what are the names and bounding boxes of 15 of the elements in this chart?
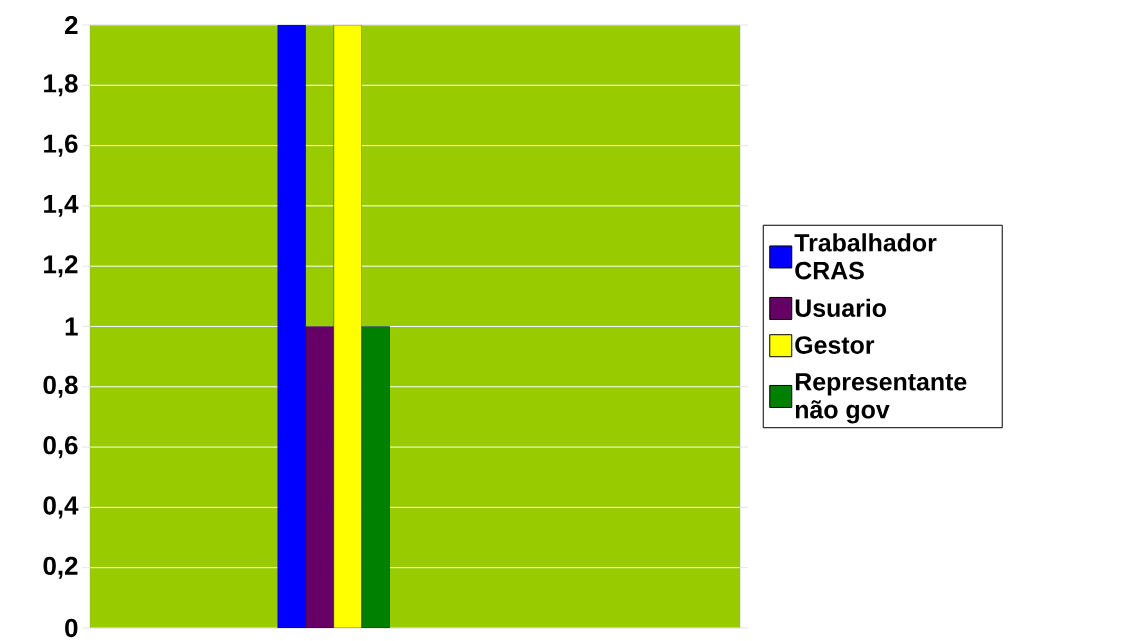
y-tick-label: 1,2 [44, 255, 78, 278]
y-tick-label: 1 [65, 317, 78, 336]
legend-label: Usuario [795, 298, 886, 317]
y-tick-label: 0,8 [43, 375, 78, 398]
y-tick-label: 0,6 [43, 436, 78, 459]
y-tick-label: 1,8 [44, 74, 78, 97]
y-tick-label: 1,4 [44, 194, 79, 217]
legend-label: Trabalhador CRAS [794, 233, 937, 280]
y-tick-label: 0 [65, 618, 78, 638]
legend-label: Gestor [795, 336, 875, 354]
y-tick-label: 1,6 [44, 134, 78, 157]
y-tick-label: 2 [64, 15, 78, 35]
legend-label: Representante não gov [795, 373, 967, 424]
y-tick-label: 0,2 [43, 556, 78, 579]
y-tick-label: 0,4 [43, 496, 79, 519]
